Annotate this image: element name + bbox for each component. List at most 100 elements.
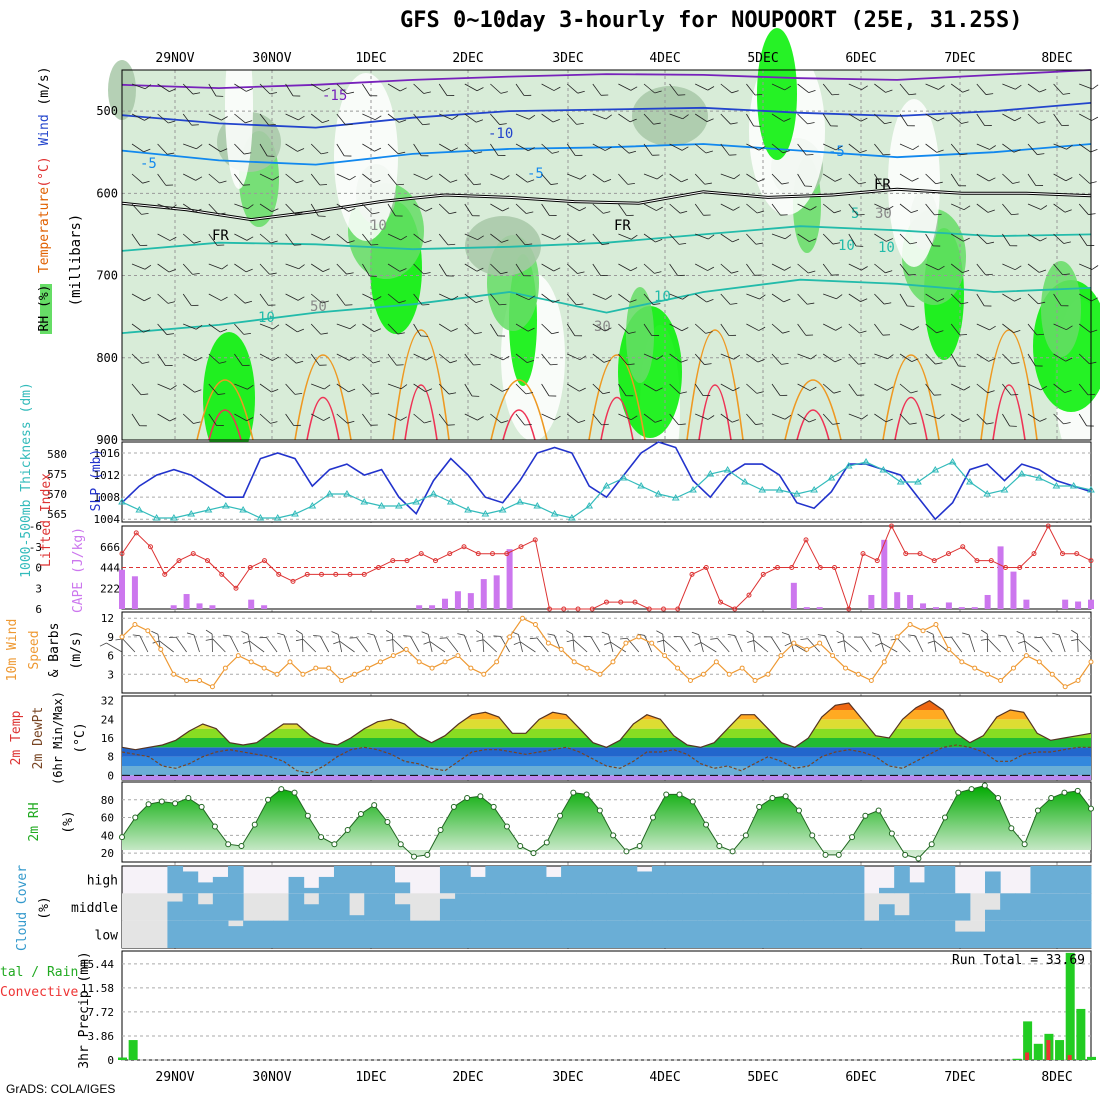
barb-flag [551,331,559,335]
barb-shaft [234,173,244,186]
cloud-cover-bar [288,920,305,948]
barb-flag [959,334,968,336]
temp-tick-label: 16 [101,732,114,745]
cape-bar [881,539,888,609]
barb-flag [140,244,148,246]
barb-shaft [720,113,731,125]
thickness-marker [152,514,161,521]
upper-wind-barb [438,383,457,395]
upper-wind-barb [1027,233,1047,242]
cape-axis-label: CAPE (J/kg) [71,527,86,613]
barb-flag [1013,149,1021,153]
cloud-cover-bar [727,866,744,894]
lifted-index-marker [433,558,438,564]
barb-shaft [1053,173,1067,182]
upper-wind-barb [1053,383,1072,393]
barb-flag [926,630,934,635]
barb-shaft [874,293,885,305]
barb-shaft [515,353,528,363]
barb-flag [550,183,558,185]
wind-speed-marker [197,678,203,684]
barb-shaft [208,203,219,215]
upper-wind-barb [694,173,712,185]
upper-wind-barb [1078,323,1098,333]
barb-flag [349,324,357,330]
rh-marker [1048,795,1055,801]
barb-flag [139,425,147,427]
rh-marker [158,798,165,805]
barb-flag [1040,205,1048,210]
lifted-index-marker [447,551,453,557]
barb-shaft [541,323,552,335]
wind-speed-marker [171,671,177,677]
barb-flag [297,328,305,333]
upper-wind-barb [208,83,224,97]
barb-shaft [302,638,317,653]
barb-shaft [976,293,985,307]
lifted-index-marker [390,558,396,564]
precip-tick-label: 0 [107,1054,114,1067]
upper-wind-barb [438,173,458,183]
barb-shaft [413,413,425,424]
upper-wind-barb [490,233,509,243]
upper-wind-barb [464,143,483,154]
upper-wind-barb [976,113,992,127]
upper-wind-barb [1002,263,1022,271]
barb-flag [934,394,942,396]
barb-flag [294,392,303,395]
barb-flag [295,629,303,635]
barb-shaft [771,413,786,420]
cloud-cover-bar [212,876,229,894]
contour-label: 50 [310,299,327,315]
thickness-marker [775,486,784,493]
wind-speed-marker [998,678,1004,684]
barb-flag [269,92,278,95]
barb-shaft [669,383,681,394]
barb-flag [603,211,611,214]
upper-wind-barb [387,173,405,186]
barb-flag [704,363,712,365]
upper-wind-barb [720,113,738,125]
barb-shaft [234,143,245,155]
li-tick-label: 3 [35,582,42,595]
barb-flag [471,395,480,397]
barb-shaft [259,113,269,126]
cloud-cover-bar [394,882,411,894]
upper-wind-barb [874,323,891,336]
upper-wind-barb [694,383,711,397]
cloud-cover-bar [439,920,456,948]
barb-flag [808,419,816,423]
total-precip-bar [1076,1008,1086,1060]
wind-speed-marker [817,640,823,646]
barb-shaft [669,263,678,276]
cloud-cover-bar [485,920,502,948]
barb-flag [757,210,765,214]
wind-speed-marker [855,671,861,677]
upper-wind-barb [259,203,279,212]
barb-flag [1011,213,1019,216]
barb-shaft [387,263,401,272]
rh-marker [490,803,497,810]
surface-wind-barb [277,632,291,653]
barb-flag [399,268,407,272]
thickness-axis-label: 1000-500mb Thickness (dm) [19,382,34,578]
barb-shaft [356,637,368,653]
barb-flag [566,639,574,643]
barb-shaft [285,353,297,364]
upper-wind-barb [1002,383,1019,396]
barb-shaft [131,413,140,426]
upper-wind-barb [208,173,227,184]
rh-marker [211,823,218,830]
upper-wind-barb [541,143,560,154]
cloud-cover-bar [909,920,925,948]
isotherm-line [121,69,1092,90]
cape-bar [945,602,952,609]
upper-wind-barb [157,413,177,422]
barb-flag [576,122,584,125]
cloud-cover-bar [773,920,789,948]
date-label-bottom: 7DEC [944,1070,975,1085]
upper-wind-barb [643,323,660,337]
barb-shaft [848,413,863,420]
contour-label: -5 [828,144,845,160]
wind-speed-marker [455,653,461,659]
